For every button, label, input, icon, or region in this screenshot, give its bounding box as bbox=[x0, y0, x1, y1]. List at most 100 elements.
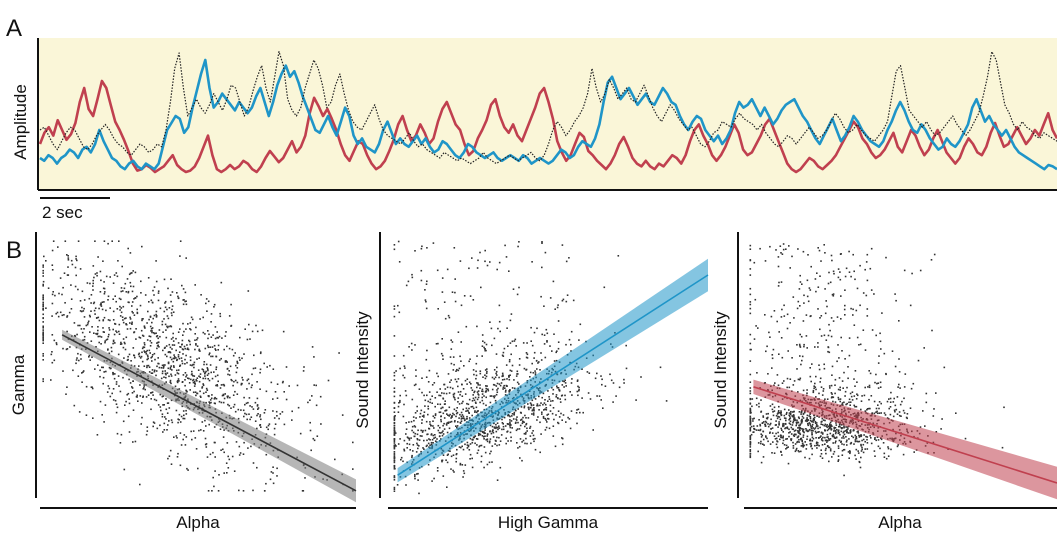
scatter-point bbox=[228, 347, 231, 350]
scatter-point bbox=[789, 417, 792, 419]
scatter-point bbox=[837, 459, 840, 461]
scatter-point bbox=[794, 429, 797, 432]
scatter-point bbox=[504, 244, 506, 247]
scatter-point bbox=[886, 417, 889, 419]
scatter-point bbox=[164, 300, 167, 303]
scatter-point bbox=[91, 356, 93, 358]
scatter-point bbox=[51, 249, 54, 252]
scatter-point bbox=[76, 333, 78, 336]
scatter-point bbox=[116, 308, 119, 310]
scatter-point bbox=[199, 390, 201, 393]
scatter-point bbox=[564, 382, 567, 384]
scatter-point bbox=[133, 390, 135, 393]
scatter-point bbox=[393, 475, 396, 477]
scatter-point bbox=[408, 346, 410, 348]
scatter-point bbox=[858, 434, 860, 437]
scatter-point bbox=[523, 367, 526, 370]
scatter-point bbox=[231, 379, 233, 382]
confidence-band bbox=[397, 258, 708, 483]
scatter-point bbox=[814, 427, 817, 429]
scatter-point bbox=[192, 381, 195, 384]
scatter-point bbox=[445, 409, 448, 411]
scatter-point bbox=[393, 442, 396, 444]
scatter-point bbox=[112, 373, 114, 376]
scatter-point bbox=[814, 444, 816, 447]
scatter-point bbox=[172, 336, 174, 339]
scatter-point bbox=[393, 457, 396, 460]
scatter-point bbox=[848, 438, 850, 440]
scatter-point bbox=[782, 437, 784, 439]
scatter-point bbox=[820, 315, 823, 317]
scatter-point bbox=[551, 350, 553, 352]
scatter-point bbox=[491, 376, 494, 379]
scatter-point bbox=[820, 335, 823, 337]
scatter-point bbox=[760, 440, 762, 443]
scatter-point bbox=[889, 401, 892, 403]
scatter-point bbox=[526, 442, 528, 445]
scatter-point bbox=[393, 447, 396, 450]
scatter-point bbox=[749, 442, 752, 445]
scatter-point bbox=[117, 375, 120, 377]
scatter-point bbox=[472, 407, 475, 410]
scatter-point bbox=[555, 414, 557, 416]
scatter-point bbox=[888, 398, 890, 400]
scatter-point bbox=[801, 415, 804, 418]
scatter-point bbox=[102, 260, 104, 262]
scatter-point bbox=[778, 281, 780, 284]
scatter-point bbox=[510, 424, 512, 426]
scatter-point bbox=[393, 374, 396, 377]
scatter-point bbox=[393, 427, 396, 430]
scatter-point bbox=[42, 355, 44, 357]
scatter-point bbox=[515, 375, 518, 377]
scatter-point bbox=[433, 417, 436, 419]
scatter-point bbox=[150, 372, 153, 374]
scatter-point bbox=[749, 422, 752, 425]
scatter-point bbox=[103, 421, 105, 423]
scatter-point bbox=[526, 427, 528, 430]
scatter-point bbox=[81, 290, 84, 293]
scatter-point bbox=[577, 408, 580, 411]
scatter-point bbox=[749, 429, 752, 431]
scatter-point bbox=[442, 475, 445, 477]
scatter-point bbox=[214, 402, 216, 405]
scatter-point bbox=[520, 418, 523, 421]
scatter-point bbox=[141, 416, 143, 419]
scatter-point bbox=[828, 426, 831, 428]
scatter-point bbox=[102, 331, 105, 333]
scatter-point bbox=[142, 388, 145, 390]
scatter-point bbox=[809, 413, 811, 415]
scatter-point bbox=[859, 264, 861, 267]
scatter-point bbox=[131, 386, 133, 388]
scatter-point bbox=[439, 403, 442, 406]
scatter-point bbox=[537, 362, 539, 364]
scatter-point bbox=[480, 460, 483, 463]
scatter-point bbox=[659, 366, 662, 369]
scatter-point bbox=[99, 400, 102, 403]
scatter-point bbox=[42, 285, 44, 287]
scatter-point bbox=[812, 421, 815, 423]
scatter-point bbox=[131, 321, 133, 324]
scatter-point bbox=[555, 351, 557, 354]
scatter-point bbox=[538, 395, 540, 398]
scatter-point bbox=[764, 260, 767, 262]
scatter-point bbox=[479, 444, 481, 447]
scatter-point bbox=[470, 383, 472, 385]
scatter-point bbox=[175, 435, 178, 437]
scatter-point bbox=[311, 395, 313, 397]
scatter-point bbox=[454, 291, 456, 294]
scatter-point bbox=[805, 428, 807, 430]
scatter-point bbox=[103, 281, 105, 283]
scatter-point bbox=[443, 301, 446, 303]
scatter-point bbox=[109, 276, 111, 278]
scatter-point bbox=[142, 346, 145, 348]
scatter-point bbox=[551, 412, 554, 415]
scatter-point bbox=[845, 426, 847, 428]
scatter-point bbox=[72, 369, 74, 372]
scatter-point bbox=[828, 351, 831, 354]
scatter-point bbox=[77, 324, 79, 327]
scatter-point bbox=[148, 301, 150, 303]
scatter-point bbox=[156, 345, 159, 347]
scatter-point bbox=[778, 424, 780, 426]
scatter-point bbox=[79, 268, 82, 270]
scatter-point bbox=[198, 357, 200, 359]
